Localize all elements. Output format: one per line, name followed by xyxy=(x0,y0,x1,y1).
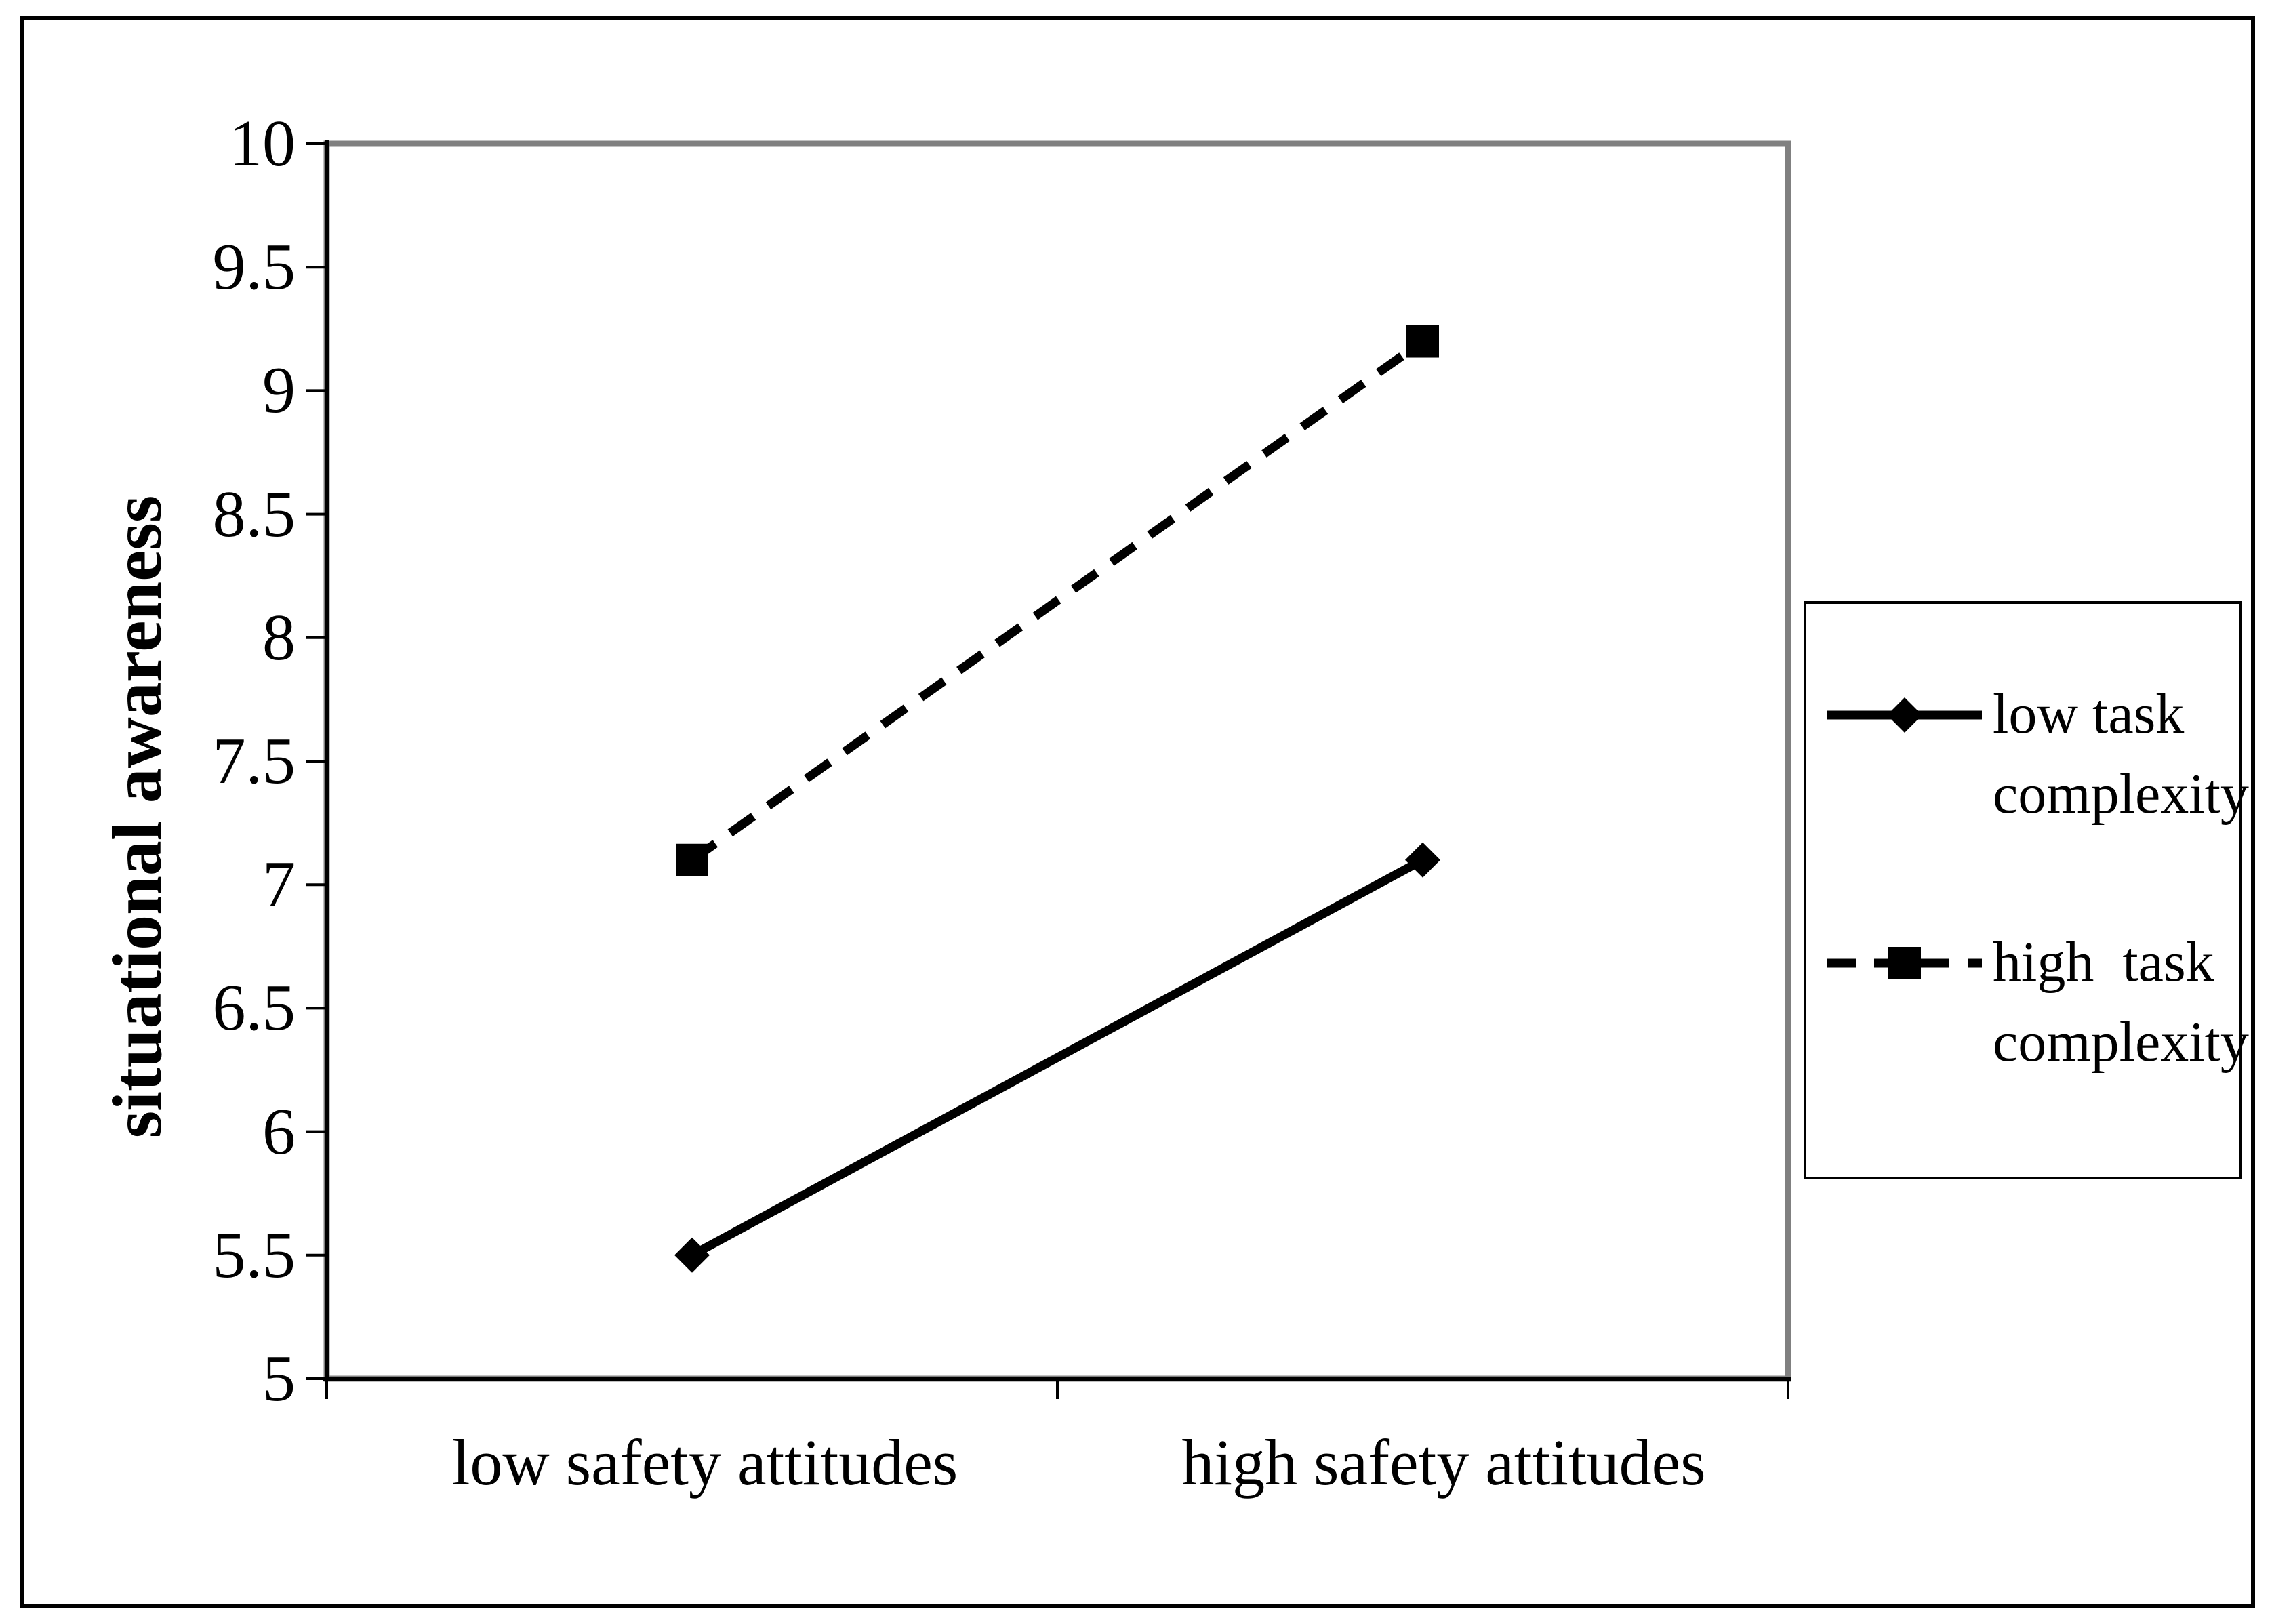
figure-border xyxy=(20,16,2255,1608)
legend-label-low-task: low task complexity xyxy=(1993,674,2249,834)
y-tick-label: 7.5 xyxy=(212,725,296,798)
y-tick-label: 7 xyxy=(262,848,296,922)
y-tick-label: 8 xyxy=(262,601,296,674)
y-tick-label: 5 xyxy=(262,1342,296,1415)
x-axis-label-low-safety: low safety attitudes xyxy=(451,1426,958,1499)
legend-swatch-high-task xyxy=(1827,947,1982,979)
y-tick-label: 8.5 xyxy=(212,477,296,551)
legend-label-line: complexity xyxy=(1993,763,2249,826)
legend-label-line: low task xyxy=(1993,683,2185,746)
y-axis-title: situational awareness xyxy=(98,495,176,1139)
y-tick-label: 6 xyxy=(262,1095,296,1169)
legend-label-line: high task xyxy=(1993,931,2214,994)
y-tick-label: 10 xyxy=(229,107,296,180)
y-tick-label: 9.5 xyxy=(212,230,296,304)
legend: low task complexity high task complexity xyxy=(1804,601,2249,1179)
y-tick-label: 5.5 xyxy=(212,1218,296,1292)
legend-label-high-task: high task complexity xyxy=(1993,922,2249,1082)
legend-label-line: complexity xyxy=(1993,1011,2249,1074)
legend-swatch-low-task xyxy=(1827,697,1982,733)
y-tick-label: 6.5 xyxy=(212,971,296,1045)
y-tick-label: 9 xyxy=(262,354,296,428)
x-axis-label-high-safety: high safety attitudes xyxy=(1181,1426,1706,1499)
